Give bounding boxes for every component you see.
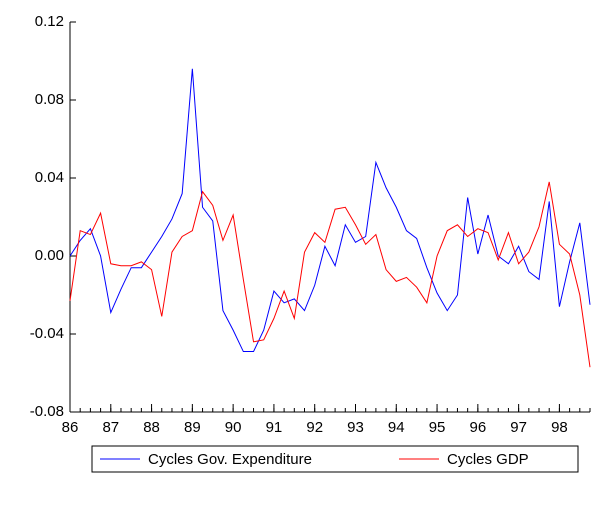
x-tick-label: 98 — [551, 419, 568, 436]
x-tick-label: 87 — [102, 419, 119, 436]
y-tick-label: -0.04 — [30, 325, 64, 342]
y-tick-label: 0.04 — [35, 169, 64, 186]
y-tick-label: 0.12 — [35, 13, 64, 30]
x-tick-label: 89 — [184, 419, 201, 436]
series-line — [69, 68, 591, 353]
x-tick-label: 96 — [469, 419, 486, 436]
x-tick-label: 94 — [388, 419, 405, 436]
x-tick-label: 88 — [143, 419, 160, 436]
series-line — [69, 181, 591, 368]
x-tick-label: 86 — [62, 419, 79, 436]
y-tick-label: 0.08 — [35, 91, 64, 108]
legend-box — [91, 445, 579, 473]
legend-label: Cycles Gov. Expenditure — [148, 451, 312, 468]
x-tick-label: 90 — [225, 419, 242, 436]
y-tick-label: 0.00 — [35, 247, 64, 264]
legend-label: Cycles GDP — [447, 451, 529, 468]
x-tick-label: 93 — [347, 419, 364, 436]
x-tick-label: 91 — [266, 419, 283, 436]
y-tick-label: -0.08 — [30, 403, 64, 420]
x-tick-label: 92 — [306, 419, 323, 436]
x-tick-label: 97 — [510, 419, 527, 436]
x-tick-label: 95 — [429, 419, 446, 436]
